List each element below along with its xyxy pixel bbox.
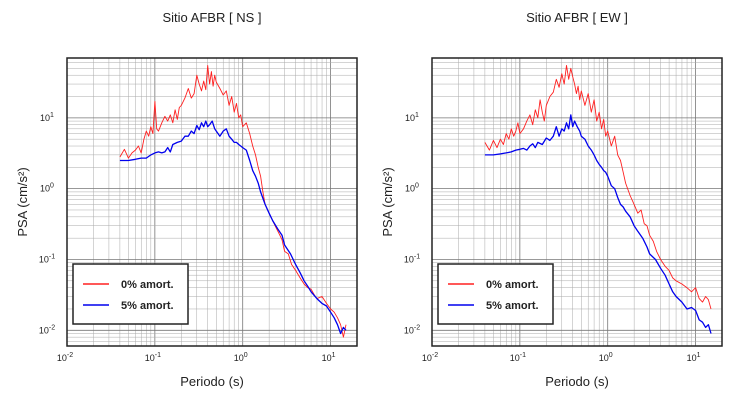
plot-frame bbox=[431, 57, 723, 347]
legend-label: 5% amort. bbox=[121, 300, 174, 312]
legend-box bbox=[72, 263, 189, 325]
legend: 0% amort. 5% amort. bbox=[437, 263, 554, 325]
grid bbox=[431, 57, 723, 347]
y-tick-label: 100 bbox=[40, 183, 54, 194]
y-tick-label: 10-2 bbox=[404, 324, 420, 335]
chart-title: Sitio AFBR [ EW ] bbox=[526, 10, 628, 25]
x-tick-label: 101 bbox=[687, 352, 701, 363]
x-tick-label: 100 bbox=[234, 352, 248, 363]
y-tick-label: 10-2 bbox=[39, 324, 55, 335]
series-line-5-amort bbox=[484, 114, 712, 334]
chart-panel-ew: 10-2 10-1 100 101 10-2 10-1 100 101 Sitio AFBR [… bbox=[380, 10, 723, 389]
series-line-0-amort bbox=[119, 64, 347, 338]
y-tick-label: 100 bbox=[405, 183, 419, 194]
y-tick-label: 101 bbox=[40, 112, 54, 123]
legend-label: 0% amort. bbox=[486, 279, 539, 291]
y-axis-label: PSA (cm/s²) bbox=[380, 167, 395, 236]
series-line-0-amort bbox=[484, 64, 712, 310]
x-tick-label: 100 bbox=[599, 352, 613, 363]
legend-label: 0% amort. bbox=[121, 279, 174, 291]
y-tick-label: 101 bbox=[405, 112, 419, 123]
y-tick-label: 10-1 bbox=[39, 253, 55, 264]
x-tick-label: 101 bbox=[322, 352, 336, 363]
x-axis-label: Periodo (s) bbox=[180, 374, 244, 389]
x-tick-label: 10-1 bbox=[510, 352, 526, 363]
legend-box bbox=[437, 263, 554, 325]
series-line-5-amort bbox=[119, 120, 347, 335]
chart-panel-ns: 10-2 10-1 100 101 10-2 10-1 100 101 Sitio AFBR [… bbox=[15, 10, 358, 389]
chart-title: Sitio AFBR [ NS ] bbox=[163, 10, 262, 25]
legend-label: 5% amort. bbox=[486, 300, 539, 312]
plot-frame bbox=[66, 57, 358, 347]
x-axis-label: Periodo (s) bbox=[545, 374, 609, 389]
x-tick-label: 10-2 bbox=[422, 352, 438, 363]
x-tick-label: 10-1 bbox=[145, 352, 161, 363]
legend: 0% amort. 5% amort. bbox=[72, 263, 189, 325]
x-tick-label: 10-2 bbox=[57, 352, 73, 363]
y-tick-label: 10-1 bbox=[404, 253, 420, 264]
y-axis-label: PSA (cm/s²) bbox=[15, 167, 30, 236]
